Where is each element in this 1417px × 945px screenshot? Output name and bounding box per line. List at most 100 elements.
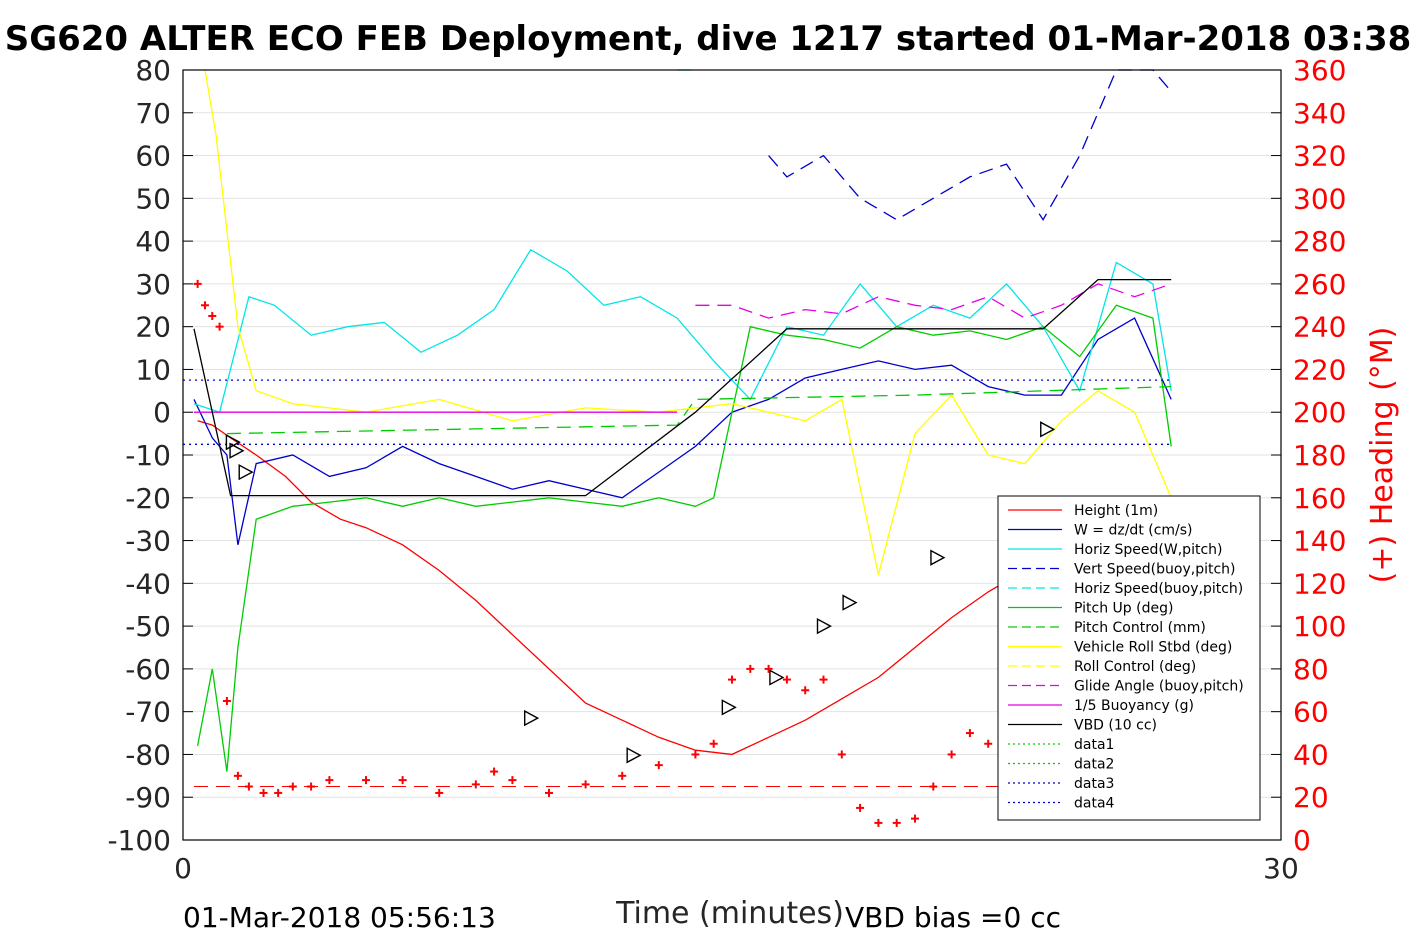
heading-point: [746, 664, 755, 673]
y-tick-label-right: 100: [1293, 610, 1346, 643]
series-group: [183, 69, 1172, 772]
y-tick-label-right: 40: [1293, 738, 1329, 771]
heading-point: [654, 761, 663, 770]
heading-point: [581, 780, 590, 789]
y-axis-right-label: (+) Heading (°M): [1365, 327, 1400, 584]
y-tick-label-right: 280: [1293, 225, 1346, 258]
heading-point: [490, 767, 499, 776]
heading-point: [222, 696, 231, 705]
y-tick-label-right: 320: [1293, 140, 1346, 173]
y-tick-label-left: 40: [135, 225, 171, 258]
heading-point: [508, 776, 517, 785]
heading-point: [274, 788, 283, 797]
heading-point: [471, 780, 480, 789]
legend-label-11: VBD (10 cc): [1074, 718, 1157, 734]
y-tick-label-right: 300: [1293, 182, 1346, 215]
y-tick-label-left: -60: [125, 653, 171, 686]
y-tick-label-right: 180: [1293, 439, 1346, 472]
y-tick-label-right: 140: [1293, 525, 1346, 558]
y-tick-label-left: -30: [125, 525, 171, 558]
legend-label-12: data1: [1074, 737, 1114, 753]
heading-point: [709, 739, 718, 748]
series-line-3: [768, 69, 1172, 221]
heading-point: [435, 788, 444, 797]
heading-point: [837, 750, 846, 759]
series-line-5: [196, 304, 1172, 772]
heading-point: [325, 776, 334, 785]
height-triangle-marker-10: [1040, 421, 1056, 438]
legend-label-3: Vert Speed(buoy,pitch): [1074, 562, 1236, 578]
legend-label-15: data4: [1074, 796, 1115, 812]
heading-point: [801, 686, 810, 695]
legend-label-0: Height (1m): [1074, 503, 1158, 519]
heading-point: [728, 675, 736, 684]
legend-label-2: Horiz Speed(W,pitch): [1074, 542, 1222, 558]
heading-point: [874, 818, 883, 827]
heading-point: [947, 750, 956, 759]
heading-point: [259, 788, 268, 797]
legend-label-10: 1/5 Buoyancy (g): [1074, 698, 1194, 714]
y-tick-label-left: -70: [125, 696, 171, 729]
heading-point: [398, 776, 407, 785]
y-tick-label-right: 20: [1293, 781, 1329, 814]
y-tick-label-right: 360: [1293, 54, 1346, 87]
heading-point: [892, 818, 901, 827]
heading-point: [856, 803, 865, 812]
legend-label-8: Roll Control (deg): [1074, 659, 1196, 675]
heading-point: [362, 776, 370, 785]
heading-point: [200, 301, 209, 310]
x-tick-label: 30: [1263, 852, 1299, 885]
height-triangle-marker-1: [229, 442, 245, 459]
legend-label-6: Pitch Control (mm): [1074, 620, 1206, 636]
legend-label-7: Vehicle Roll Stbd (deg): [1074, 640, 1232, 656]
heading-point: [215, 322, 224, 331]
y-tick-label-left: 30: [135, 268, 171, 301]
heading-point: [193, 279, 202, 288]
y-tick-label-left: 10: [135, 353, 171, 386]
series-line-7: [204, 69, 1172, 575]
y-tick-label-left: -10: [125, 439, 171, 472]
y-tick-label-left: 80: [135, 54, 171, 87]
legend-label-14: data3: [1074, 776, 1114, 792]
footer-date: 01-Mar-2018 05:56:13: [183, 901, 496, 934]
x-axis: 0 30: [174, 830, 1299, 885]
heading-point: [618, 771, 627, 780]
height-triangle-marker-2: [238, 463, 254, 481]
y-tick-label-left: 0: [153, 396, 171, 429]
heading-point: [233, 771, 242, 780]
y-tick-label-left: -50: [125, 610, 171, 643]
y-tick-label-left: 60: [135, 140, 171, 173]
series-line-1: [193, 317, 1172, 545]
y-tick-label-left: -80: [125, 738, 171, 771]
y-axis-right: 3603403203002802602402202001801601401201…: [1271, 54, 1346, 857]
y-tick-label-left: 50: [135, 182, 171, 215]
chart-title: SG620 ALTER ECO FEB Deployment, dive 121…: [5, 19, 1412, 59]
heading-point: [208, 311, 217, 320]
y-tick-label-left: -90: [125, 781, 171, 814]
series-line-2: [193, 248, 1172, 414]
heading-point: [819, 675, 828, 684]
y-tick-label-right: 0: [1293, 824, 1311, 857]
y-tick-label-left: -20: [125, 482, 171, 515]
x-axis-label: Time (minutes): [615, 896, 844, 931]
legend: Height (1m) W = dz/dt (cm/s) Horiz Speed(W…: [997, 495, 1261, 821]
legend-label-1: W = dz/dt (cm/s): [1074, 523, 1193, 539]
series-line-11: [193, 278, 1172, 497]
legend-label-5: Pitch Up (deg): [1074, 601, 1173, 617]
y-tick-label-left: 70: [135, 97, 171, 130]
y-tick-label-right: 240: [1293, 311, 1346, 344]
heading-point: [691, 750, 700, 759]
heading-point: [545, 788, 553, 797]
height-triangle-marker-7: [816, 617, 832, 635]
series-line-0: [197, 420, 1132, 756]
y-tick-label-left: -100: [107, 824, 171, 857]
height-triangle-marker-8: [842, 594, 858, 611]
height-triangle-marker-4: [626, 747, 642, 764]
height-triangle-marker-9: [930, 549, 946, 566]
footer-vbd-bias: VBD bias =0 cc: [845, 901, 1061, 934]
heading-point: [288, 782, 297, 791]
y-tick-label-right: 220: [1293, 353, 1346, 386]
y-tick-label-right: 340: [1293, 97, 1346, 130]
height-triangle-marker-5: [721, 699, 737, 716]
